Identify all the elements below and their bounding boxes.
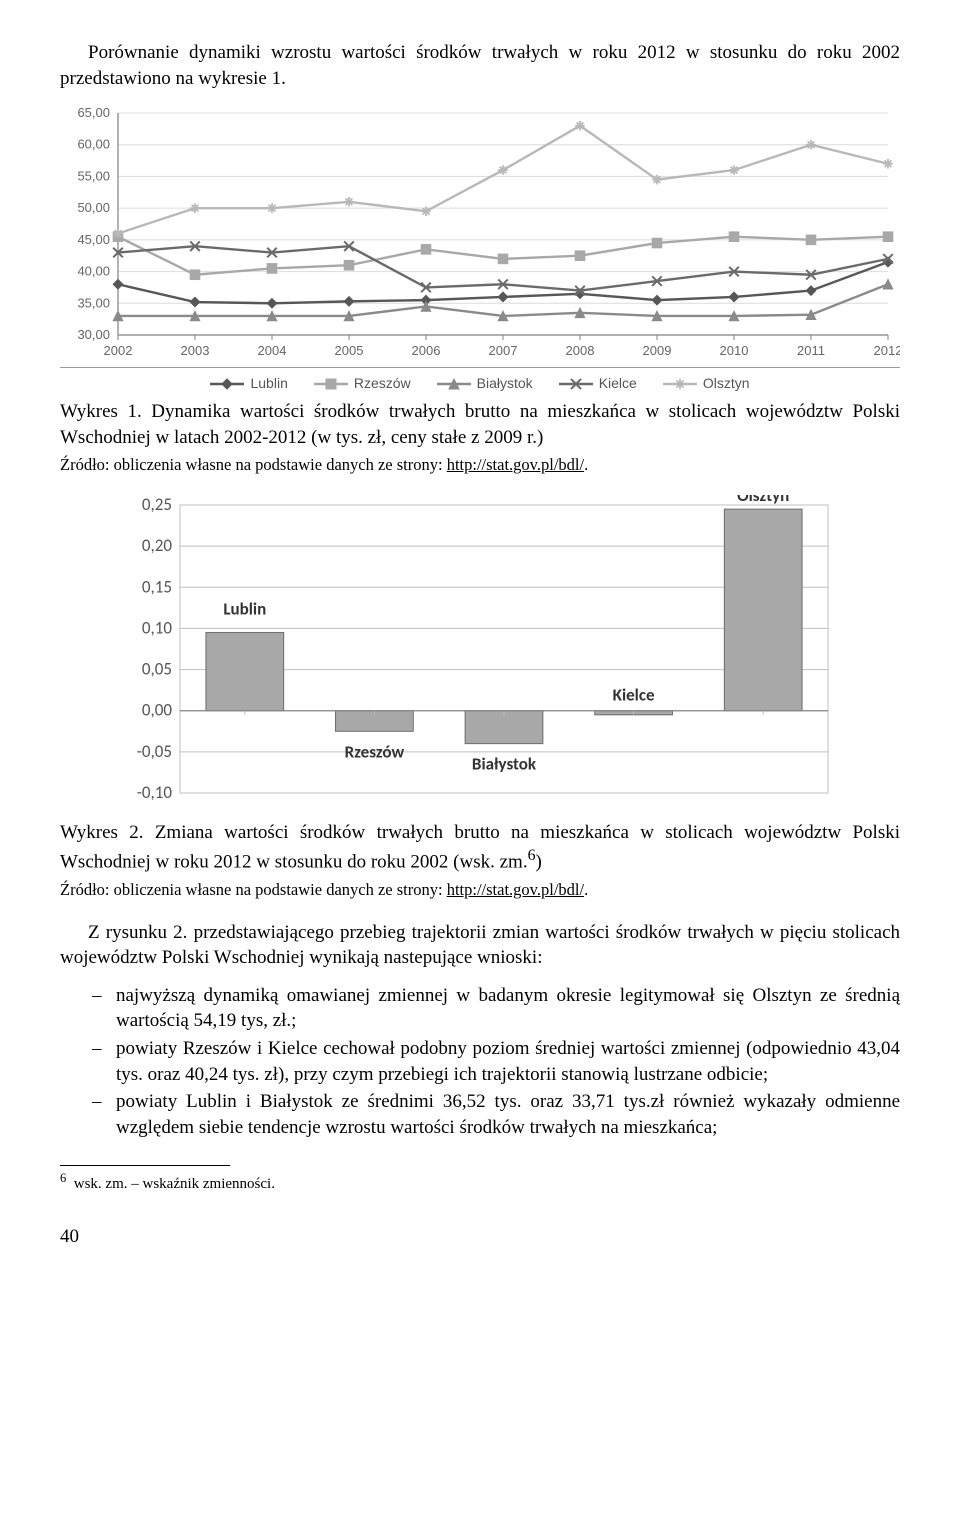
svg-text:2010: 2010 — [720, 343, 749, 358]
svg-text:2002: 2002 — [104, 343, 133, 358]
svg-text:0,05: 0,05 — [142, 658, 172, 679]
footnote-rule — [60, 1165, 230, 1166]
para-lead: Z rysunku 2. — [88, 922, 187, 943]
legend-item: Rzeszów — [314, 374, 411, 393]
svg-text:40,00: 40,00 — [77, 264, 110, 279]
wykres-2-chart: -0,10 -0,05 0,00 0,05 0,10 0,15 0,20 0,25 Lublin… — [120, 495, 840, 812]
svg-text:55,00: 55,00 — [77, 169, 110, 184]
list-item: powiaty Rzeszów i Kielce cechował podobn… — [92, 1036, 900, 1087]
wnioski-list: najwyższą dynamiką omawianej zmiennej w … — [60, 983, 900, 1141]
footnote: 6 wsk. zm. – wskaźnik zmienności. — [60, 1170, 900, 1194]
legend-item: Olsztyn — [663, 374, 750, 393]
source-pre: Źródło: obliczenia własne na podstawie d… — [60, 455, 447, 474]
svg-text:Lublin: Lublin — [223, 598, 266, 619]
caption-text: Dynamika wartości środków trwałych brutt… — [60, 401, 900, 448]
wykres-1-chart: 30,00 35,00 40,00 45,00 50,00 55,00 60,00 65,00… — [60, 103, 900, 393]
legend-item: Białystok — [437, 374, 533, 393]
source-post: . — [584, 880, 588, 899]
svg-text:2007: 2007 — [489, 343, 518, 358]
caption-after: ) — [536, 852, 542, 873]
page-number: 40 — [60, 1224, 900, 1250]
wykres-1-caption: Wykres 1. Dynamika wartości środków trwa… — [60, 399, 900, 450]
z-rysunku-paragraph: Z rysunku 2. przedstawiającego przebieg … — [60, 920, 900, 971]
source-link[interactable]: http://stat.gov.pl/bdl/ — [447, 880, 584, 899]
legend-item: Lublin — [210, 374, 287, 393]
svg-text:35,00: 35,00 — [77, 296, 110, 311]
svg-text:2008: 2008 — [566, 343, 595, 358]
svg-text:-0,05: -0,05 — [137, 741, 172, 762]
source-link[interactable]: http://stat.gov.pl/bdl/ — [447, 455, 584, 474]
svg-text:30,00: 30,00 — [77, 327, 110, 342]
source-pre: Źródło: obliczenia własne na podstawie d… — [60, 880, 447, 899]
footnote-marker: 6 — [60, 1171, 66, 1185]
svg-text:Olsztyn: Olsztyn — [737, 495, 789, 506]
wykres-1-source: Źródło: obliczenia własne na podstawie d… — [60, 454, 900, 476]
list-item: najwyższą dynamiką omawianej zmiennej w … — [92, 983, 900, 1034]
caption-label: Wykres 2. — [60, 822, 144, 843]
svg-text:2009: 2009 — [643, 343, 672, 358]
svg-text:-0,10: -0,10 — [137, 782, 173, 803]
svg-text:65,00: 65,00 — [77, 105, 110, 120]
svg-text:2006: 2006 — [412, 343, 441, 358]
svg-text:0,25: 0,25 — [142, 495, 172, 515]
svg-text:2011: 2011 — [797, 343, 825, 358]
svg-text:2005: 2005 — [335, 343, 364, 358]
svg-text:2004: 2004 — [258, 343, 287, 358]
svg-text:0,10: 0,10 — [142, 617, 172, 638]
wykres-2-caption: Wykres 2. Zmiana wartości środków trwały… — [60, 820, 900, 876]
source-post: . — [584, 455, 588, 474]
svg-text:2012: 2012 — [874, 343, 900, 358]
svg-text:0,20: 0,20 — [142, 535, 172, 556]
svg-text:Kielce: Kielce — [613, 684, 655, 705]
svg-text:60,00: 60,00 — [77, 137, 110, 152]
svg-text:45,00: 45,00 — [77, 232, 110, 247]
svg-text:50,00: 50,00 — [77, 200, 110, 215]
footnote-text: wsk. zm. – wskaźnik zmienności. — [74, 1176, 275, 1192]
caption-label: Wykres 1. — [60, 401, 142, 422]
list-item: powiaty Lublin i Białystok ze średnimi 3… — [92, 1089, 900, 1140]
svg-text:0,00: 0,00 — [142, 699, 172, 720]
footnote-ref: 6 — [528, 847, 536, 864]
svg-text:2003: 2003 — [181, 343, 210, 358]
svg-text:Rzeszów: Rzeszów — [345, 741, 405, 762]
intro-paragraph: Porównanie dynamiki wzrostu wartości śro… — [60, 40, 900, 91]
caption-text: Zmiana wartości środków trwałych brutto … — [60, 822, 900, 873]
svg-text:0,15: 0,15 — [142, 576, 172, 597]
svg-text:Białystok: Białystok — [472, 753, 537, 774]
legend-item: Kielce — [559, 374, 637, 393]
wykres-2-source: Źródło: obliczenia własne na podstawie d… — [60, 879, 900, 901]
